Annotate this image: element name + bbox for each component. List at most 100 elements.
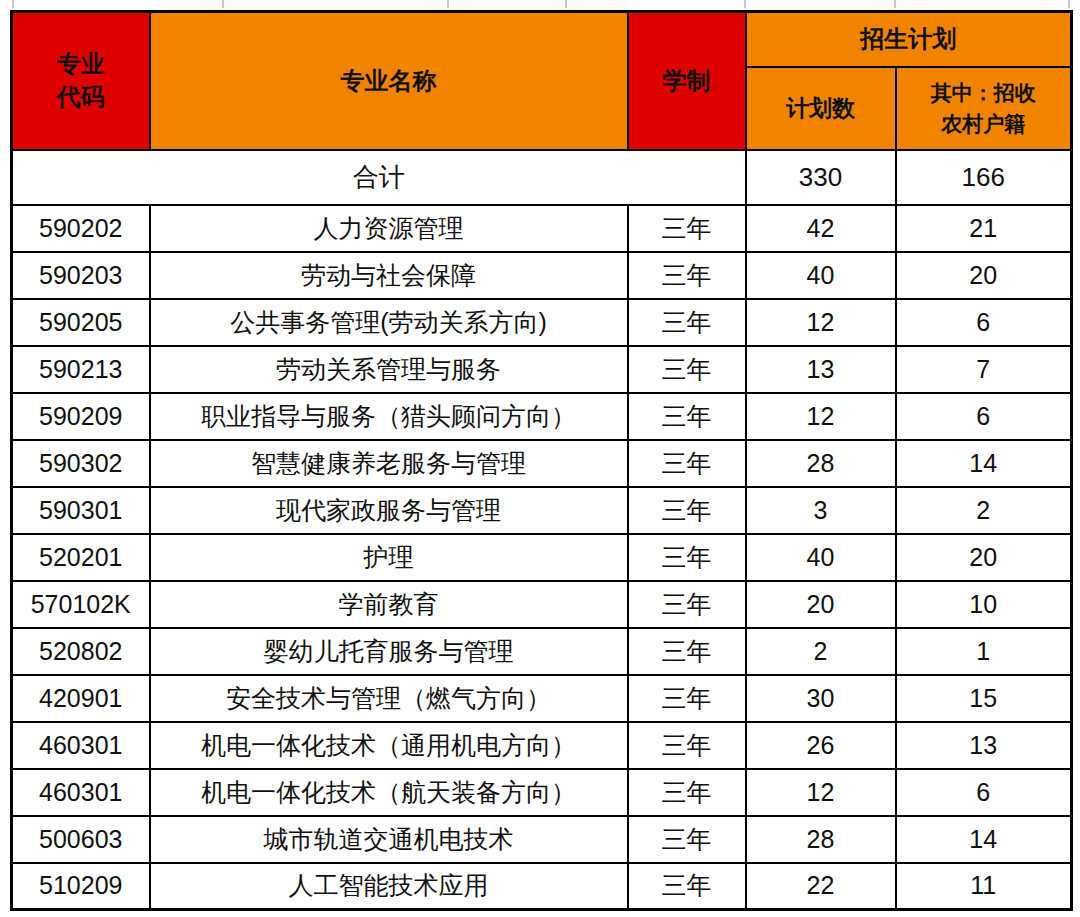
plan-count: 20 (746, 581, 896, 628)
plan-count: 28 (746, 816, 896, 863)
plan-count: 28 (746, 440, 896, 487)
header-rural-count-line1: 其中：招收 (897, 77, 1071, 109)
major-name: 城市轨道交通机电技术 (150, 816, 628, 863)
major-name: 职业指导与服务（猎头顾问方向） (150, 393, 628, 440)
table-row: 460301 机电一体化技术（通用机电方向） 三年 26 13 (12, 722, 1072, 769)
plan-count: 30 (746, 675, 896, 722)
major-name: 公共事务管理(劳动关系方向) (150, 299, 628, 346)
rural-count: 14 (896, 440, 1072, 487)
rural-count: 15 (896, 675, 1072, 722)
table-row: 590301 现代家政服务与管理 三年 3 2 (12, 487, 1072, 534)
plan-count: 12 (746, 393, 896, 440)
major-code: 570102K (12, 581, 150, 628)
major-name: 现代家政服务与管理 (150, 487, 628, 534)
major-code: 500603 (12, 816, 150, 863)
major-code: 460301 (12, 722, 150, 769)
cropped-row-artifact (222, 0, 224, 8)
duration: 三年 (628, 393, 746, 440)
plan-count: 40 (746, 534, 896, 581)
total-row: 合计 330 166 (12, 150, 1072, 205)
rural-count: 21 (896, 205, 1072, 252)
rural-count: 2 (896, 487, 1072, 534)
major-name: 安全技术与管理（燃气方向） (150, 675, 628, 722)
total-plan-count: 330 (746, 150, 896, 205)
table-row: 510209 人工智能技术应用 三年 22 11 (12, 863, 1072, 910)
duration: 三年 (628, 252, 746, 299)
major-code: 590209 (12, 393, 150, 440)
header-major-code-line1: 专业 (13, 48, 149, 80)
header-rural-count: 其中：招收 农村户籍 (896, 67, 1072, 150)
rural-count: 1 (896, 628, 1072, 675)
table-row: 520802 婴幼儿托育服务与管理 三年 2 1 (12, 628, 1072, 675)
major-name: 劳动关系管理与服务 (150, 346, 628, 393)
major-code: 590302 (12, 440, 150, 487)
plan-count: 26 (746, 722, 896, 769)
cropped-row-artifact (447, 0, 449, 8)
header-rural-count-line2: 农村户籍 (897, 108, 1071, 140)
cropped-row-artifact (565, 0, 567, 8)
plan-count: 42 (746, 205, 896, 252)
plan-count: 3 (746, 487, 896, 534)
table-row: 420901 安全技术与管理（燃气方向） 三年 30 15 (12, 675, 1072, 722)
major-name: 婴幼儿托育服务与管理 (150, 628, 628, 675)
major-code: 590203 (12, 252, 150, 299)
enrollment-plan-table: 专业 代码 专业名称 学制 招生计划 计划数 其中：招收 农村户籍 合计 330… (10, 10, 1073, 911)
cropped-row-artifact (744, 0, 746, 8)
major-code: 590205 (12, 299, 150, 346)
major-name: 机电一体化技术（航天装备方向） (150, 769, 628, 816)
rural-count: 20 (896, 252, 1072, 299)
header-major-name: 专业名称 (150, 12, 628, 150)
rural-count: 7 (896, 346, 1072, 393)
duration: 三年 (628, 299, 746, 346)
rural-count: 20 (896, 534, 1072, 581)
table-row: 500603 城市轨道交通机电技术 三年 28 14 (12, 816, 1072, 863)
rural-count: 14 (896, 816, 1072, 863)
duration: 三年 (628, 675, 746, 722)
major-code: 420901 (12, 675, 150, 722)
table-row: 590209 职业指导与服务（猎头顾问方向） 三年 12 6 (12, 393, 1072, 440)
header-plan-count: 计划数 (746, 67, 896, 150)
plan-count: 12 (746, 299, 896, 346)
duration: 三年 (628, 816, 746, 863)
major-code: 520201 (12, 534, 150, 581)
plan-count: 12 (746, 769, 896, 816)
duration: 三年 (628, 487, 746, 534)
table-row: 460301 机电一体化技术（航天装备方向） 三年 12 6 (12, 769, 1072, 816)
plan-count: 40 (746, 252, 896, 299)
total-rural-count: 166 (896, 150, 1072, 205)
duration: 三年 (628, 534, 746, 581)
rural-count: 6 (896, 393, 1072, 440)
table-row: 590203 劳动与社会保障 三年 40 20 (12, 252, 1072, 299)
major-name: 劳动与社会保障 (150, 252, 628, 299)
duration: 三年 (628, 440, 746, 487)
major-code: 590202 (12, 205, 150, 252)
rural-count: 11 (896, 863, 1072, 910)
major-name: 人力资源管理 (150, 205, 628, 252)
table-row: 520201 护理 三年 40 20 (12, 534, 1072, 581)
plan-count: 22 (746, 863, 896, 910)
duration: 三年 (628, 722, 746, 769)
major-code: 460301 (12, 769, 150, 816)
rural-count: 10 (896, 581, 1072, 628)
table-row: 590213 劳动关系管理与服务 三年 13 7 (12, 346, 1072, 393)
cropped-row-artifact (1068, 0, 1070, 8)
major-name: 机电一体化技术（通用机电方向） (150, 722, 628, 769)
plan-count: 2 (746, 628, 896, 675)
duration: 三年 (628, 581, 746, 628)
total-label: 合计 (12, 150, 746, 205)
plan-count: 13 (746, 346, 896, 393)
major-code: 510209 (12, 863, 150, 910)
major-name: 智慧健康养老服务与管理 (150, 440, 628, 487)
table-row: 590302 智慧健康养老服务与管理 三年 28 14 (12, 440, 1072, 487)
cropped-row-artifact (12, 0, 14, 8)
major-name: 人工智能技术应用 (150, 863, 628, 910)
duration: 三年 (628, 863, 746, 910)
header-major-code-line2: 代码 (13, 81, 149, 113)
header-major-code: 专业 代码 (12, 12, 150, 150)
duration: 三年 (628, 346, 746, 393)
major-code: 520802 (12, 628, 150, 675)
duration: 三年 (628, 769, 746, 816)
major-code: 590301 (12, 487, 150, 534)
rural-count: 6 (896, 299, 1072, 346)
table-row: 590205 公共事务管理(劳动关系方向) 三年 12 6 (12, 299, 1072, 346)
